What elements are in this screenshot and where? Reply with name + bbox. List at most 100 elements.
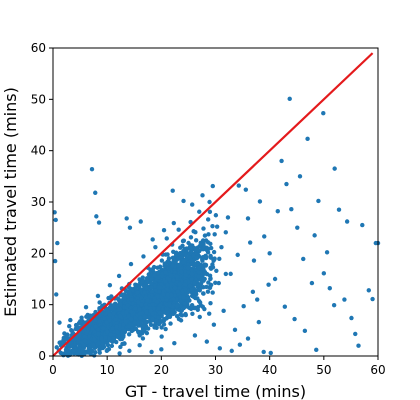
cloud-point bbox=[149, 280, 154, 286]
cloud-point bbox=[210, 265, 216, 270]
cloud-point bbox=[179, 269, 184, 275]
cloud-point bbox=[186, 288, 191, 294]
data-point bbox=[207, 199, 212, 205]
cloud-point bbox=[157, 285, 163, 290]
cloud-point bbox=[142, 290, 147, 295]
data-point bbox=[324, 250, 330, 255]
cloud-point bbox=[177, 262, 183, 268]
data-point bbox=[170, 188, 175, 193]
cloud-point bbox=[201, 247, 206, 252]
y-tick-label: 30 bbox=[31, 195, 46, 209]
cloud-point bbox=[115, 296, 121, 301]
data-point bbox=[128, 261, 134, 267]
cloud-point bbox=[58, 340, 63, 345]
cloud-point bbox=[121, 332, 126, 338]
cloud-point bbox=[91, 342, 96, 348]
cloud-point bbox=[149, 277, 154, 282]
cloud-point bbox=[196, 274, 201, 279]
cloud-point bbox=[113, 317, 118, 322]
data-point bbox=[54, 292, 59, 297]
cloud-point bbox=[207, 209, 213, 215]
cloud-point bbox=[201, 226, 206, 231]
cloud-point bbox=[213, 280, 218, 285]
cloud-point bbox=[97, 319, 102, 324]
cloud-point bbox=[127, 289, 132, 295]
cloud-point bbox=[150, 316, 155, 322]
cloud-point bbox=[182, 301, 188, 306]
cloud-point bbox=[79, 315, 84, 320]
cloud-point bbox=[212, 232, 217, 237]
data-point bbox=[309, 280, 315, 286]
cloud-point bbox=[142, 328, 147, 334]
cloud-point bbox=[109, 306, 114, 311]
data-point bbox=[284, 181, 289, 187]
data-point bbox=[57, 320, 62, 325]
cloud-point bbox=[136, 330, 141, 335]
data-point bbox=[53, 217, 58, 223]
cloud-point bbox=[172, 285, 178, 290]
data-point bbox=[321, 110, 326, 116]
cloud-point bbox=[165, 252, 170, 257]
cloud-point bbox=[117, 307, 123, 312]
data-point bbox=[287, 96, 292, 102]
cloud-point bbox=[96, 331, 101, 337]
data-point bbox=[216, 280, 221, 286]
cloud-point bbox=[114, 324, 119, 329]
data-point bbox=[366, 288, 371, 293]
cloud-point bbox=[157, 310, 163, 316]
data-point bbox=[229, 348, 234, 354]
data-points bbox=[52, 96, 381, 359]
cloud-point bbox=[91, 336, 97, 342]
cloud-point bbox=[84, 314, 89, 319]
cloud-point bbox=[161, 292, 166, 297]
cloud-point bbox=[82, 334, 88, 339]
data-point bbox=[127, 348, 132, 354]
cloud-point bbox=[188, 235, 194, 240]
data-point bbox=[256, 319, 262, 325]
data-point bbox=[314, 347, 319, 353]
cloud-point bbox=[132, 320, 138, 325]
cloud-point bbox=[124, 310, 129, 315]
y-tick-label: 10 bbox=[31, 298, 46, 312]
cloud-point bbox=[112, 329, 117, 334]
data-point bbox=[279, 158, 284, 164]
cloud-point bbox=[159, 325, 164, 330]
cloud-point bbox=[133, 306, 138, 311]
cloud-point bbox=[210, 223, 215, 229]
data-point bbox=[137, 343, 142, 348]
data-point bbox=[305, 136, 310, 142]
data-point bbox=[124, 216, 129, 221]
cloud-point bbox=[207, 311, 212, 316]
cloud-point bbox=[149, 284, 154, 290]
data-point bbox=[172, 340, 177, 346]
cloud-point bbox=[86, 326, 91, 332]
data-point bbox=[95, 293, 101, 299]
cloud-point bbox=[105, 342, 111, 348]
cloud-point bbox=[199, 285, 204, 290]
cloud-point bbox=[214, 268, 219, 273]
cloud-point bbox=[170, 263, 175, 268]
cloud-point bbox=[128, 316, 134, 322]
cloud-point bbox=[167, 314, 173, 320]
data-point bbox=[356, 343, 361, 348]
cloud-point bbox=[173, 259, 178, 265]
cloud-point bbox=[133, 285, 138, 291]
data-point bbox=[250, 289, 256, 295]
cloud-point bbox=[203, 263, 208, 268]
cloud-point bbox=[129, 309, 134, 315]
data-point bbox=[164, 236, 169, 241]
cloud-point bbox=[159, 334, 164, 339]
cloud-point bbox=[189, 271, 195, 277]
y-tick-label: 0 bbox=[38, 349, 46, 363]
data-point bbox=[181, 198, 186, 204]
cloud-point bbox=[150, 267, 155, 272]
cloud-point bbox=[143, 295, 149, 300]
data-point bbox=[257, 199, 263, 204]
cloud-point bbox=[191, 294, 197, 300]
x-tick-label: 60 bbox=[370, 363, 385, 377]
cloud-point bbox=[191, 229, 196, 234]
cloud-point bbox=[174, 250, 179, 255]
cloud-point bbox=[203, 238, 209, 243]
cloud-point bbox=[100, 326, 106, 331]
cloud-point bbox=[202, 271, 208, 276]
